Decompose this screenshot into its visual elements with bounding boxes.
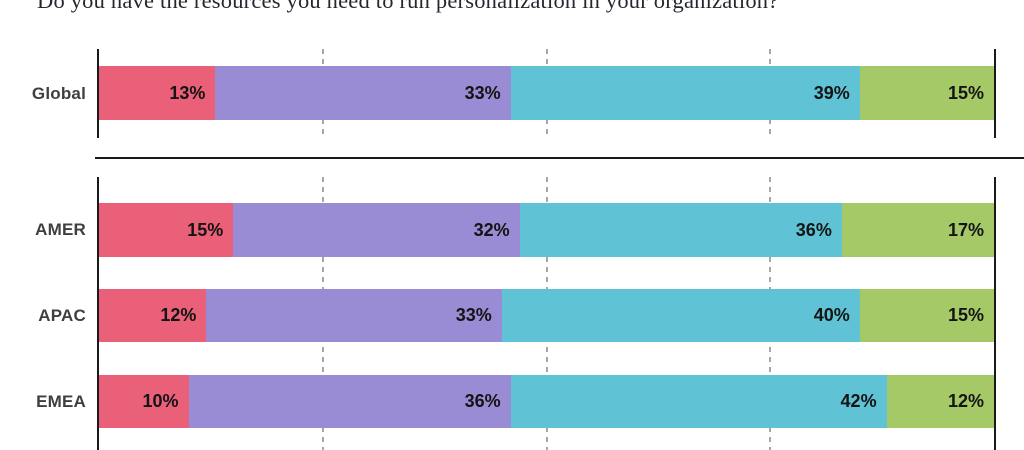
bar-row-global: 13% 33% 39% 15%: [99, 66, 994, 120]
segment-value-label: 33%: [464, 82, 501, 103]
bar-segment-2: 33%: [206, 289, 502, 342]
segment-value-label: 12%: [160, 305, 197, 325]
axis-line-end: [994, 177, 996, 450]
bar-segment-2: 36%: [188, 375, 511, 428]
bar-row-apac: 12% 33% 40% 15%: [99, 289, 994, 342]
segment-value-label: 40%: [813, 305, 850, 325]
row-label-amer: AMER: [35, 220, 86, 239]
bar-segment-1: 15%: [99, 203, 234, 257]
row-label-emea: EMEA: [36, 392, 86, 411]
row-label-global: Global: [31, 84, 86, 103]
bar-segment-1: 10%: [99, 375, 189, 428]
segment-value-label: 15%: [947, 82, 984, 103]
segment-value-label: 36%: [464, 391, 501, 411]
bar-segment-4: 15%: [859, 66, 994, 120]
bar-segment-1: 13%: [99, 66, 216, 120]
bar-row-amer: 15% 32% 36% 17%: [99, 203, 994, 257]
chart-title: Do you have the resources you need to ru…: [37, 0, 779, 13]
segment-value-label: 36%: [795, 219, 832, 240]
bar-segment-4: 17%: [841, 203, 994, 257]
bar-segment-4: 12%: [886, 375, 994, 428]
bar-segment-3: 39%: [510, 66, 860, 120]
bar-segment-2: 32%: [233, 203, 520, 257]
segment-value-label: 15%: [947, 305, 984, 325]
segment-value-label: 33%: [455, 305, 492, 325]
segment-value-label: 10%: [142, 391, 179, 411]
bar-segment-3: 42%: [510, 375, 887, 428]
row-label-apac: APAC: [38, 306, 86, 325]
segment-value-label: 15%: [187, 219, 224, 240]
axis-line-start: [97, 177, 99, 450]
bar-segment-4: 15%: [859, 289, 994, 342]
regions-chart: 15% 32% 36% 17% 12% 33% 40% 15%: [97, 177, 996, 450]
bar-segment-1: 12%: [99, 289, 207, 342]
bar-segment-3: 36%: [519, 203, 842, 257]
section-divider-line: [95, 157, 1024, 159]
segment-value-label: 42%: [840, 391, 877, 411]
segment-value-label: 13%: [169, 82, 206, 103]
segment-value-label: 12%: [947, 391, 984, 411]
bar-segment-2: 33%: [215, 66, 511, 120]
segment-value-label: 39%: [813, 82, 850, 103]
segment-value-label: 17%: [947, 219, 984, 240]
segment-value-label: 32%: [473, 219, 510, 240]
bar-row-emea: 10% 36% 42% 12%: [99, 375, 994, 428]
global-chart: 13% 33% 39% 15%: [97, 49, 996, 138]
axis-line-start: [97, 49, 99, 138]
bar-segment-3: 40%: [501, 289, 860, 342]
axis-line-end: [994, 49, 996, 138]
